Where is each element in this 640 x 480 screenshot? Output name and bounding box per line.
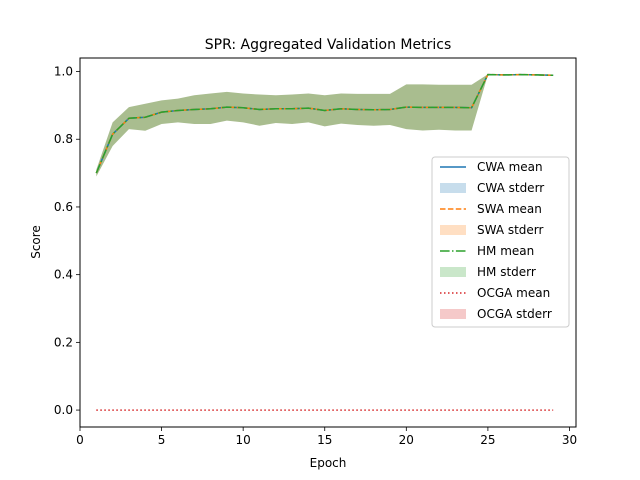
y-tick-label: 1.0 — [54, 65, 73, 79]
legend-label-cwa-stderr: CWA stderr — [477, 181, 544, 195]
legend-swatch-ocga-stderr — [440, 309, 466, 319]
legend: CWA mean CWA stderr SWA mean SWA stderr HM m… — [431, 156, 570, 328]
stderr-band-layer — [96, 74, 554, 177]
legend-label-ocga-mean: OCGA mean — [477, 286, 550, 300]
y-tick-label: 0.4 — [54, 268, 73, 282]
legend-label-hm-mean: HM mean — [477, 244, 534, 258]
x-tick-label: 30 — [562, 433, 577, 447]
legend-swatch-cwa-stderr — [440, 183, 466, 193]
y-tick-label: 0.8 — [54, 132, 73, 146]
x-tick-label: 0 — [76, 433, 84, 447]
x-tick-label: 15 — [317, 433, 332, 447]
x-axis-label: Epoch — [310, 456, 347, 470]
legend-swatch-hm-stderr — [440, 267, 466, 277]
y-axis-ticks: 0.0 0.2 0.4 0.6 0.8 1.0 — [54, 65, 80, 417]
axes-frame — [79, 57, 577, 428]
y-tick-label: 0.0 — [54, 403, 73, 417]
y-tick-label: 0.2 — [54, 335, 73, 349]
legend-swatch-swa-stderr — [440, 225, 466, 235]
x-tick-label: 10 — [236, 433, 251, 447]
x-tick-label: 20 — [399, 433, 414, 447]
x-tick-label: 5 — [158, 433, 166, 447]
y-tick-label: 0.6 — [54, 200, 73, 214]
chart-title: SPR: Aggregated Validation Metrics — [205, 37, 452, 53]
legend-label-ocga-stderr: OCGA stderr — [477, 307, 552, 321]
hm-mean-line — [95, 73, 554, 174]
legend-label-swa-mean: SWA mean — [477, 202, 542, 216]
legend-items: CWA mean CWA stderr SWA mean SWA stderr HM m… — [440, 160, 552, 321]
legend-label-hm-stderr: HM stderr — [477, 265, 536, 279]
x-axis-ticks: 0 5 10 15 20 25 30 — [76, 427, 577, 447]
legend-frame — [431, 156, 570, 328]
legend-label-swa-stderr: SWA stderr — [477, 223, 544, 237]
x-tick-label: 25 — [480, 433, 495, 447]
legend-label-cwa-mean: CWA mean — [477, 160, 543, 174]
series-layer — [95, 73, 554, 411]
y-axis-label: Score — [29, 225, 43, 259]
stderr-band — [96, 74, 554, 177]
